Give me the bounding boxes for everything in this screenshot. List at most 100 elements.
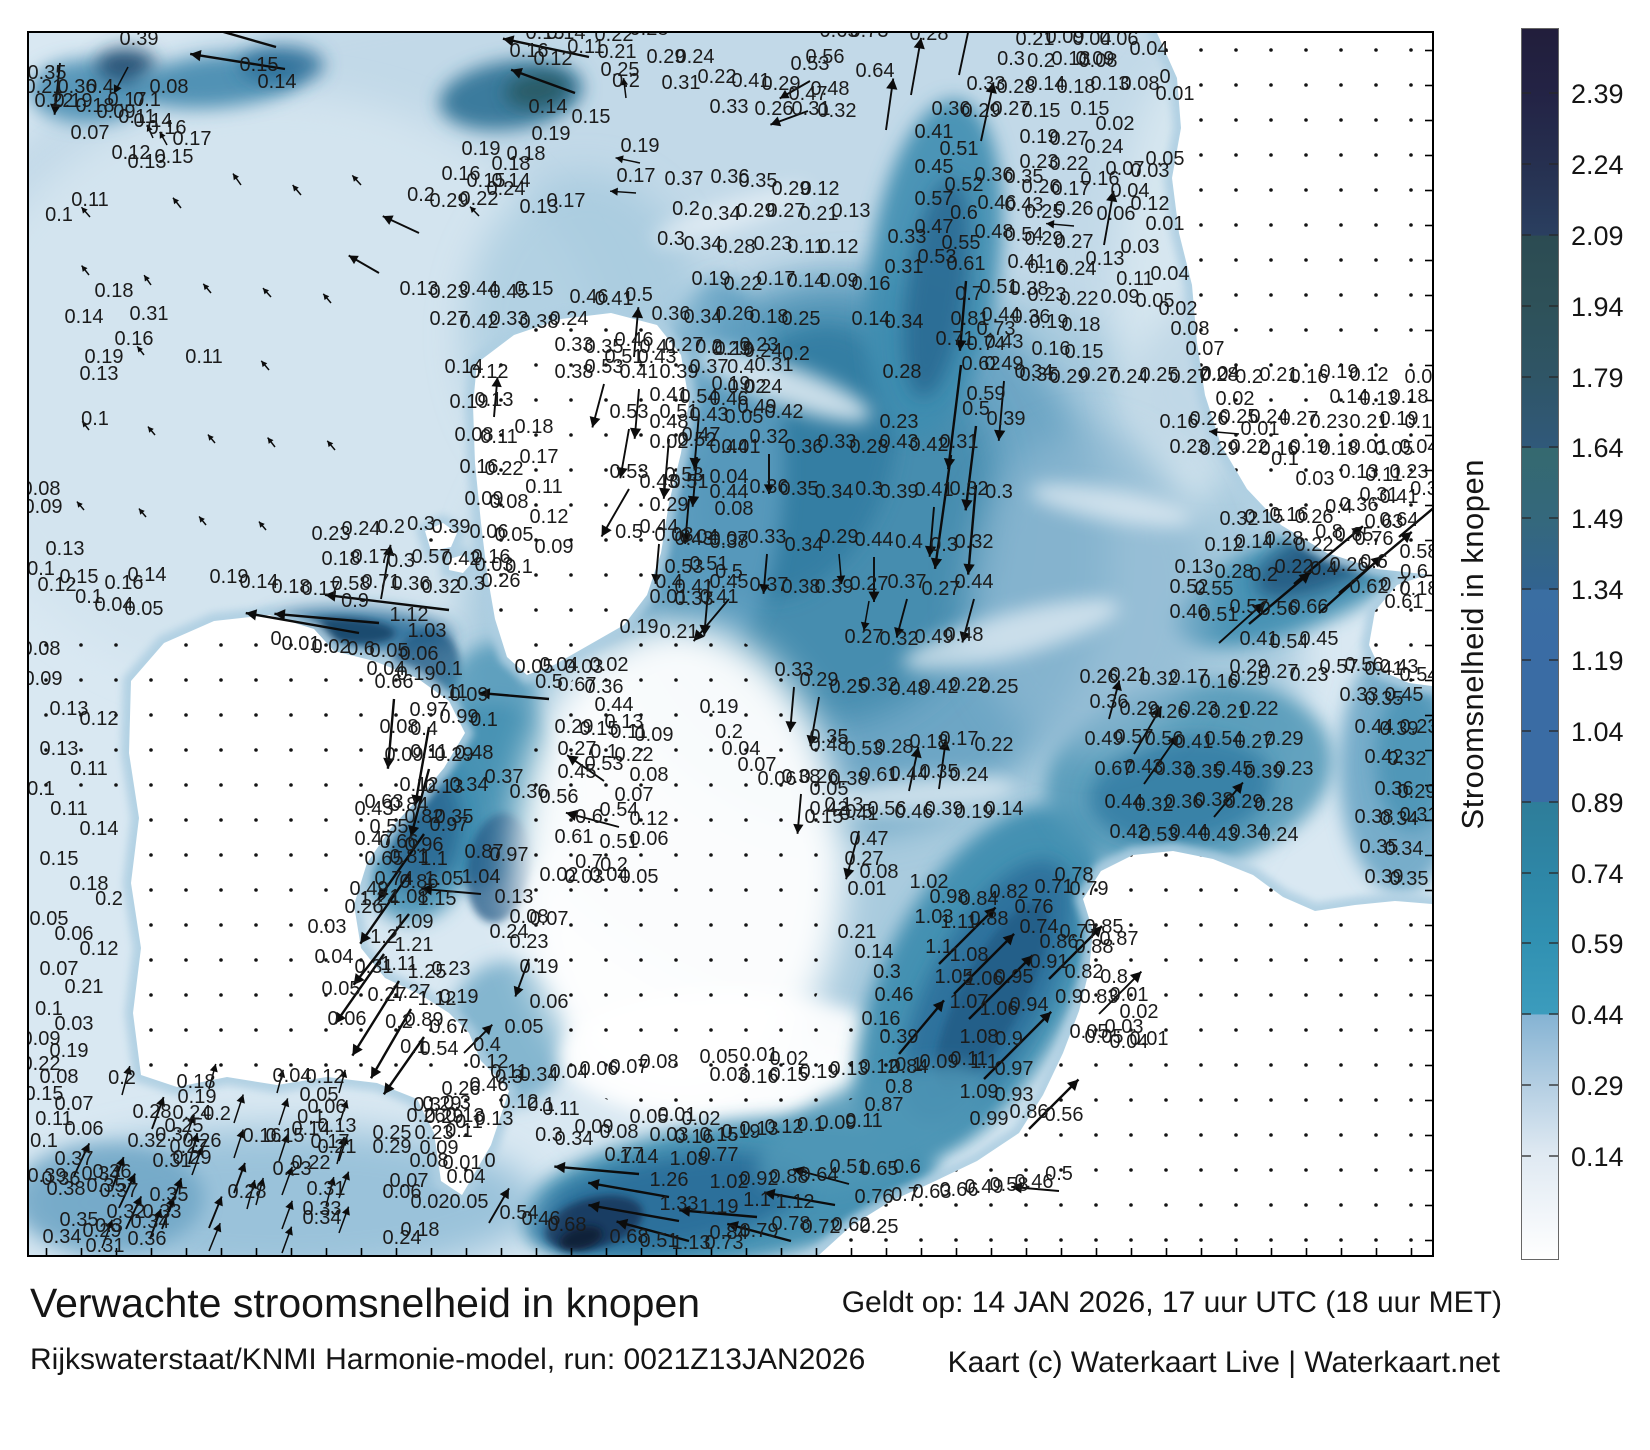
speed-value: 0.29 (820, 526, 859, 548)
speed-value: 0.29 (83, 1220, 122, 1242)
speed-value: 0.9 (995, 1028, 1023, 1050)
speed-value: 0.09 (450, 684, 489, 706)
speed-value: 1.06 (965, 968, 1004, 990)
speed-value: 0.12 (1350, 364, 1389, 386)
speed-value: 0.55 (1195, 578, 1234, 600)
speed-value: 0.24 (383, 1227, 422, 1249)
flow-arrow-head (513, 985, 524, 997)
speed-value: 0.5 (962, 398, 990, 420)
speed-value: 0.43 (675, 528, 714, 550)
speed-value: 0.86 (1010, 1101, 1049, 1123)
speed-value: 0.07 (40, 958, 79, 980)
speed-value: 0.1 (133, 89, 161, 111)
flow-arrow-head (1151, 706, 1162, 719)
speed-value: 0.08 (860, 861, 899, 883)
speed-value: 0.3 (855, 478, 883, 500)
colorbar-axis-label: Stroomsnelheid in knopen (1450, 28, 1496, 1260)
speed-value: 0.27 (1055, 231, 1094, 253)
speed-value: 0.12 (860, 1056, 899, 1078)
speed-value: 0.11 (410, 741, 447, 763)
speed-value: 0.02 (312, 636, 351, 658)
flow-arrow-head (144, 275, 150, 282)
speed-value: 0.46 (470, 1074, 509, 1096)
speed-value: 0.38 (555, 361, 594, 383)
speed-value: 0.24 (744, 376, 783, 398)
flow-arrow-head (588, 1201, 600, 1213)
speed-value: 0.07 (738, 754, 777, 776)
speed-value: 0.23 (1028, 284, 1067, 306)
flow-arrow (947, 364, 963, 470)
speed-value: 0.47 (915, 216, 954, 238)
speed-value: 1.13 (672, 1232, 711, 1254)
speed-value: 1.05 (935, 966, 974, 988)
speed-value: 0.1 (455, 1111, 483, 1133)
flow-arrow-head (1046, 220, 1055, 229)
speed-value: 0.28 (228, 1181, 267, 1203)
speed-value: 0.19 (955, 801, 994, 823)
flow-arrow-head (236, 1094, 245, 1104)
speed-value: 0.36 (392, 573, 431, 595)
speed-value: 0.05 (810, 778, 849, 800)
speed-value: 0.74 (1020, 916, 1059, 938)
flow-arrow (245, 611, 360, 635)
speed-value: 0.46 (1015, 1171, 1054, 1193)
flow-arrow-head (203, 283, 210, 291)
speed-value: 0.11 (845, 1110, 882, 1132)
speed-value: 0.26 (442, 1078, 481, 1100)
speed-value: 0.1 (505, 556, 533, 578)
speed-value: 0.32 (955, 531, 994, 553)
speed-value: 0.19 (722, 1121, 761, 1143)
speed-value: 0.07 (71, 122, 110, 144)
flow-arrow-head (894, 627, 905, 638)
speed-value: 0.39 (660, 361, 699, 383)
flow-arrow-head (258, 521, 265, 528)
flow-arrow-head (411, 794, 423, 806)
speed-value: 0.46 (978, 192, 1017, 214)
speed-value: 0.41 (1365, 658, 1404, 680)
speed-value: 0.57 (915, 188, 954, 210)
speed-value: 0.07 (530, 908, 569, 930)
speed-value: 0.35 (920, 761, 959, 783)
speed-value: 0.38 (520, 311, 559, 333)
speed-value: 0.36 (1340, 494, 1379, 516)
flow-arrow-head (763, 484, 775, 494)
speed-value: 0.36 (128, 1228, 167, 1250)
speed-value: 0.65 (1335, 524, 1374, 546)
speed-value: 0.12 (765, 1116, 804, 1138)
speed-value: 1.15 (418, 888, 457, 910)
speed-value: 0.17 (940, 728, 979, 750)
speed-value: 1.09 (395, 911, 434, 933)
speed-value: 0.16 (675, 1126, 714, 1148)
speed-value: 0.41 (1175, 731, 1214, 753)
speed-value: 0.1 (527, 1094, 555, 1116)
flow-arrow-head (806, 734, 818, 747)
flow-arrow (386, 698, 396, 769)
flow-arrow (1248, 571, 1312, 625)
speed-value: 0.73 (705, 1232, 744, 1254)
speed-value: 0.03 (1296, 468, 1335, 490)
flow-arrow-head (50, 103, 62, 115)
speed-value: 1.12 (418, 988, 457, 1010)
speed-value: 0.49 (1085, 728, 1124, 750)
speed-value: 0.29 (1025, 228, 1064, 250)
speed-value: 0.02 (770, 1048, 809, 1070)
colorbar-axis-label-text: Stroomsnelheid in knopen (1455, 458, 1490, 830)
speed-value: 0.09 (820, 270, 859, 292)
speed-value: 0.57 (1230, 596, 1269, 618)
flow-arrow (958, 33, 969, 76)
speed-value: 0.61 (860, 764, 899, 786)
speed-value: 0.26 (482, 570, 521, 592)
speed-value: 0.41 (640, 336, 679, 358)
speed-value: 0.09 (29, 668, 62, 690)
speed-value: 0.14 (492, 170, 531, 192)
speed-value: 0.25 (373, 1122, 412, 1144)
speed-value: 0.25 (830, 676, 869, 698)
speed-value: 0.16 (442, 163, 481, 185)
speed-value: 0.31 (86, 1235, 125, 1255)
speed-value: 0.23 (1170, 436, 1209, 458)
speed-value: 0.41 (1008, 251, 1047, 273)
speed-value: 0.18 (515, 416, 554, 438)
colorbar-tick-label: 0.89 (1571, 787, 1624, 818)
map-frame: 0.35 0.21 0.36 0.4 0.22 0.19 0.18 0.17 0.39 0.08 0… (27, 31, 1434, 1257)
flow-arrow (968, 954, 1034, 1020)
